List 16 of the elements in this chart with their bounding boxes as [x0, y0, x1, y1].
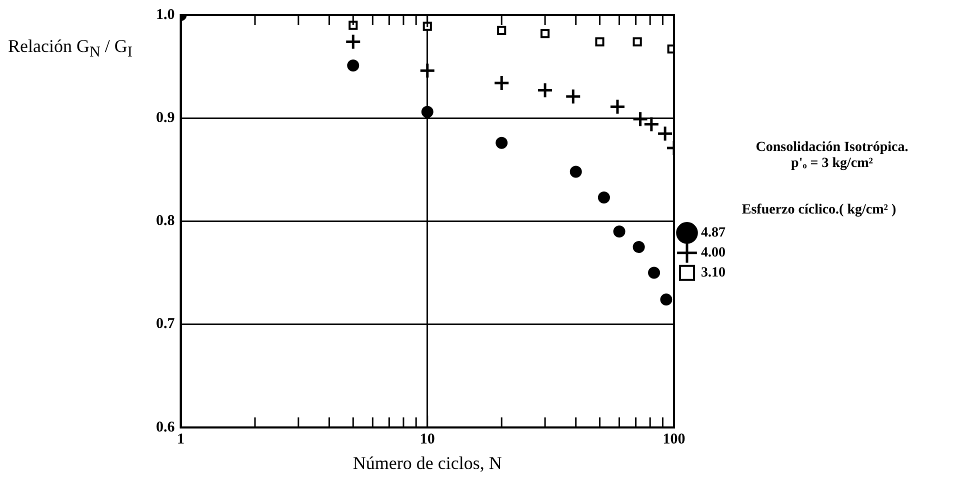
y-tick-label: 0.6 — [156, 419, 176, 436]
legend-label: 3.10 — [701, 266, 726, 281]
legend-title: Esfuerzo cíclico.( kg/cm² ) — [742, 202, 896, 218]
y-tick-label: 1.0 — [156, 6, 175, 23]
y-tick-label: 0.8 — [156, 213, 175, 230]
x-tick-label: 1 — [177, 431, 184, 448]
x-axis-title: Número de ciclos, N — [352, 452, 502, 473]
text: p'ₒ = 3 kg/cm² — [790, 156, 874, 172]
text: Consolidación Isotrópica. — [754, 140, 910, 156]
x-tick-label: 100 — [662, 431, 686, 448]
y-axis-title: Relación G$_{N}$ / G$_{I}$ — [8, 36, 132, 62]
legend-label: 4.00 — [701, 246, 726, 261]
y-tick-label: 0.7 — [156, 316, 176, 332]
y-tick-label: 0.9 — [156, 110, 175, 126]
legend-label: 4.87 — [701, 226, 726, 241]
x-tick-label: 10 — [420, 431, 435, 448]
